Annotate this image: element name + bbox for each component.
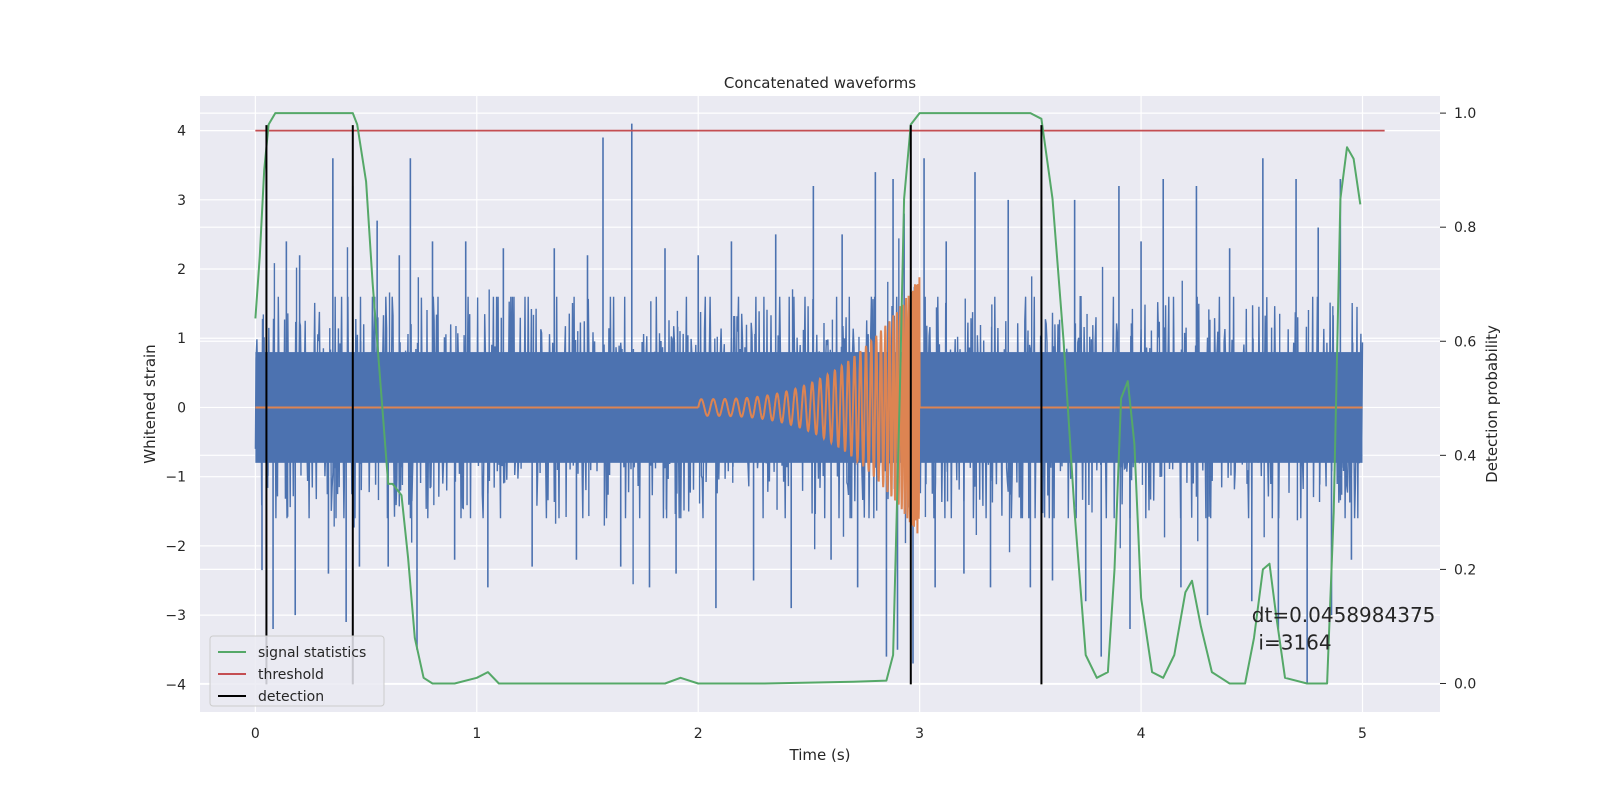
x-tick-label: 2 xyxy=(694,726,703,742)
y-tick-label: −2 xyxy=(165,539,186,555)
y-tick-label: −4 xyxy=(165,677,186,693)
y-tick-label: 1 xyxy=(177,331,186,347)
legend-signal-statistics-label: signal statistics xyxy=(258,645,366,661)
y-tick-label: 4 xyxy=(177,124,186,140)
y-tick-label: 0 xyxy=(177,400,186,416)
legend: signal statistics threshold detection xyxy=(209,635,385,707)
y2-tick-label: 0.8 xyxy=(1454,220,1476,236)
y2-axis-label: Detection probability xyxy=(1483,325,1501,483)
axes: 0 1 2 3 4 5 −4 −3 −2 −1 0 1 2 3 4 0.0 0.2 0.4 0.6 0.8 1.0 xyxy=(165,106,1476,742)
y-axis-label: Whitened strain xyxy=(141,344,159,463)
y2-tick-label: 0.6 xyxy=(1454,334,1476,350)
legend-detection-label: detection xyxy=(258,689,324,705)
injected-waveform-line xyxy=(255,277,1363,534)
annotation-i: i=3164 xyxy=(1258,631,1331,655)
x-tick-label: 5 xyxy=(1358,726,1367,742)
chart-title: Concatenated waveforms xyxy=(724,74,916,92)
x-axis-label: Time (s) xyxy=(789,746,851,764)
signal-statistics-line xyxy=(254,112,1362,685)
x-tick-label: 1 xyxy=(472,726,481,742)
x-tick-label: 3 xyxy=(915,726,924,742)
legend-box xyxy=(209,635,385,707)
y-tick-label: −3 xyxy=(165,608,186,624)
y-tick-label: 3 xyxy=(177,193,186,209)
y2-tick-label: 0.2 xyxy=(1454,562,1476,578)
y2-tick-label: 0.0 xyxy=(1454,676,1476,692)
y2-tick-label: 0.4 xyxy=(1454,448,1476,464)
x-tick-label: 0 xyxy=(251,726,260,742)
y2-tick-label: 1.0 xyxy=(1454,106,1476,122)
legend-threshold-label: threshold xyxy=(258,667,324,683)
annotation-dt: dt=0.0458984375 xyxy=(1252,603,1436,627)
y-tick-label: −1 xyxy=(165,470,186,486)
x-tick-label: 4 xyxy=(1137,726,1146,742)
plot-area xyxy=(254,112,1385,685)
y-tick-label: 2 xyxy=(177,262,186,278)
